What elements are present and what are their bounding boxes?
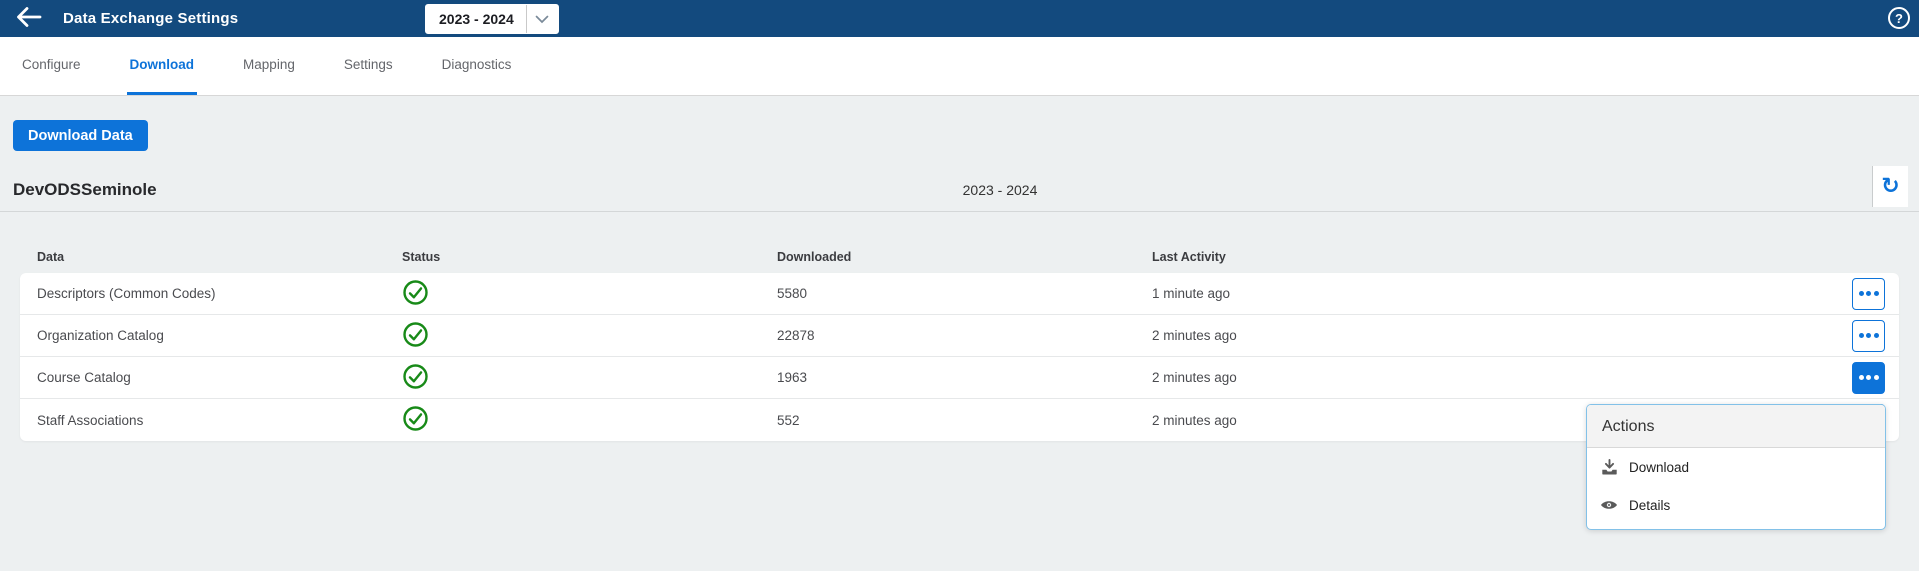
success-status-icon — [402, 279, 429, 309]
row-downloaded-count: 552 — [777, 412, 800, 428]
section-divider — [0, 211, 1919, 212]
refresh-button[interactable] — [1872, 166, 1908, 207]
refresh-icon — [1881, 176, 1899, 198]
row-downloaded-count: 22878 — [777, 328, 815, 343]
row-last-activity: 2 minutes ago — [1152, 328, 1237, 343]
app-header: Data Exchange Settings 2023 - 2024 — [0, 0, 1919, 37]
table-row: Course Catalog 1963 2 minutes ago — [20, 357, 1899, 399]
table-row: Organization Catalog 22878 2 minutes ago — [20, 315, 1899, 357]
tab-mapping[interactable]: Mapping — [243, 57, 295, 72]
dropdown-divider — [525, 5, 527, 33]
tab-download[interactable]: Download — [126, 37, 198, 95]
row-actions-button-open[interactable] — [1852, 361, 1885, 394]
tab-settings[interactable]: Settings — [343, 57, 393, 72]
instance-name: DevODSSeminole — [13, 180, 157, 199]
chevron-down-icon — [527, 5, 558, 33]
instance-school-year: 2023 - 2024 — [962, 182, 1038, 198]
arrow-left-icon — [15, 6, 42, 31]
column-header-data: Data — [37, 250, 65, 264]
school-year-dropdown[interactable]: 2023 - 2024 — [425, 4, 559, 34]
row-data-name: Descriptors (Common Codes) — [37, 286, 216, 301]
instance-header: DevODSSeminole 2023 - 2024 — [0, 174, 1919, 206]
row-actions-button[interactable] — [1852, 319, 1885, 352]
row-actions-button[interactable] — [1852, 277, 1885, 310]
school-year-value: 2023 - 2024 — [439, 11, 514, 27]
back-button[interactable] — [0, 6, 42, 31]
download-table: Descriptors (Common Codes) 5580 1 minute… — [20, 273, 1899, 441]
page-title: Data Exchange Settings — [63, 10, 239, 27]
row-downloaded-count: 5580 — [777, 286, 808, 301]
row-downloaded-count: 1963 — [777, 370, 808, 385]
download-icon — [1600, 459, 1618, 475]
tab-diagnostics[interactable]: Diagnostics — [441, 57, 512, 72]
help-button[interactable] — [1888, 7, 1910, 29]
success-status-icon — [402, 321, 429, 351]
success-status-icon — [402, 363, 429, 393]
eye-icon — [1600, 499, 1618, 511]
tab-bar: Configure Download Mapping Settings Diag… — [0, 37, 1919, 96]
row-last-activity: 1 minute ago — [1152, 286, 1231, 301]
table-row: Descriptors (Common Codes) 5580 1 minute… — [20, 273, 1899, 315]
row-data-name: Course Catalog — [37, 370, 131, 385]
actions-menu-title: Actions — [1587, 405, 1885, 448]
actions-menu: Actions Download Details — [1586, 404, 1886, 530]
row-last-activity: 2 minutes ago — [1152, 412, 1237, 428]
row-data-name: Organization Catalog — [37, 328, 164, 343]
column-header-downloaded: Downloaded — [777, 250, 852, 264]
menu-item-label: Download — [1629, 459, 1690, 475]
column-header-last-activity: Last Activity — [1152, 250, 1226, 264]
column-header-status: Status — [402, 250, 441, 264]
row-data-name: Staff Associations — [37, 412, 144, 428]
tab-configure[interactable]: Configure — [22, 57, 81, 72]
menu-item-label: Details — [1629, 497, 1671, 513]
success-status-icon — [402, 405, 429, 435]
download-data-button[interactable]: Download Data — [13, 120, 148, 151]
table-header: Data Status Downloaded Last Activity — [20, 212, 1899, 273]
content-area: Download Data DevODSSeminole 2023 - 2024… — [0, 96, 1919, 571]
menu-item-download[interactable]: Download — [1587, 448, 1885, 486]
menu-item-details[interactable]: Details — [1587, 486, 1885, 524]
question-mark-icon — [1895, 12, 1903, 25]
row-last-activity: 2 minutes ago — [1152, 370, 1237, 385]
